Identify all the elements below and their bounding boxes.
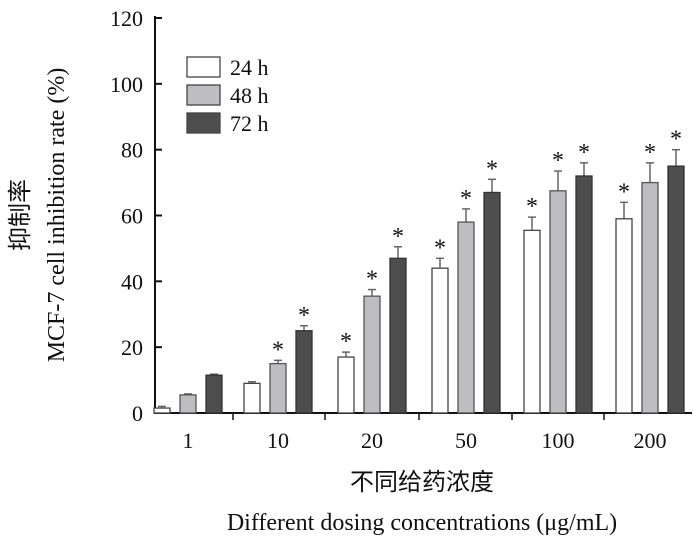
bar-24h-100 [523, 229, 541, 414]
y-axis-label: MCF-7 cell inhibition rate (%) [44, 68, 70, 363]
y-tick-label: 100 [110, 72, 143, 97]
legend-label: 24 h [230, 55, 269, 80]
x-tick-label: 100 [542, 428, 575, 453]
significance-marker: * [434, 235, 446, 261]
significance-marker: * [670, 127, 682, 153]
y-axis-label-cn: 抑制率 [7, 179, 34, 251]
significance-marker: * [486, 156, 498, 182]
significance-marker: * [340, 329, 352, 355]
bar-24h-20 [337, 356, 355, 414]
y-tick-label: 80 [121, 138, 143, 163]
legend: 24 h 48 h 72 h [186, 55, 269, 136]
significance-marker: * [618, 179, 630, 205]
bar-72h-100 [575, 175, 593, 414]
y-tick-label: 0 [132, 401, 143, 426]
x-axis-label: Different dosing concentrations (μg/mL) [227, 510, 617, 536]
legend-label: 48 h [230, 83, 269, 108]
x-tick-label: 1 [183, 428, 194, 453]
bar-48h-100 [549, 190, 567, 414]
x-axis-label-cn: 不同给药浓度 [350, 469, 494, 496]
y-tick-label: 40 [121, 269, 143, 294]
bar-48h-50 [457, 221, 475, 414]
significance-marker: * [644, 140, 656, 166]
significance-marker: * [366, 267, 378, 293]
axes: 0 20 40 60 80 100 120 1 10 20 50 100 200 [110, 6, 692, 453]
x-tick-label: 50 [455, 428, 477, 453]
bar-72h-1 [205, 374, 223, 414]
y-tick-label: 20 [121, 335, 143, 360]
significance-marker: * [526, 194, 538, 220]
bar-48h-10 [269, 362, 287, 414]
significance-marker: * [392, 224, 404, 250]
bar-72h-10 [295, 330, 313, 414]
y-tick-label: 120 [110, 6, 143, 31]
y-tick-label: 60 [121, 204, 143, 229]
bar-24h-10 [243, 382, 261, 414]
x-tick-label: 10 [267, 428, 289, 453]
bar-72h-20 [389, 257, 407, 414]
bar-48h-20 [363, 295, 381, 414]
significance-marker: * [552, 148, 564, 174]
x-tick-label: 200 [634, 428, 667, 453]
legend-swatch [186, 84, 221, 106]
significance-marker: * [578, 140, 590, 166]
x-tick-label: 20 [361, 428, 383, 453]
significance-marker: * [298, 303, 310, 329]
legend-label: 72 h [230, 111, 269, 136]
bar-24h-50 [431, 267, 449, 414]
bar-24h-1 [153, 407, 171, 414]
bar-48h-1 [179, 394, 197, 414]
bar-48h-200 [641, 181, 659, 414]
significance-marker: * [272, 337, 284, 363]
significance-marker: * [460, 186, 472, 212]
bar-72h-50 [483, 191, 501, 414]
bar-24h-200 [615, 218, 633, 414]
bar-72h-200 [667, 165, 685, 414]
legend-swatch [186, 56, 221, 78]
legend-swatch [186, 112, 221, 134]
bars: * * * * * * * * * * * * * * [153, 127, 685, 414]
